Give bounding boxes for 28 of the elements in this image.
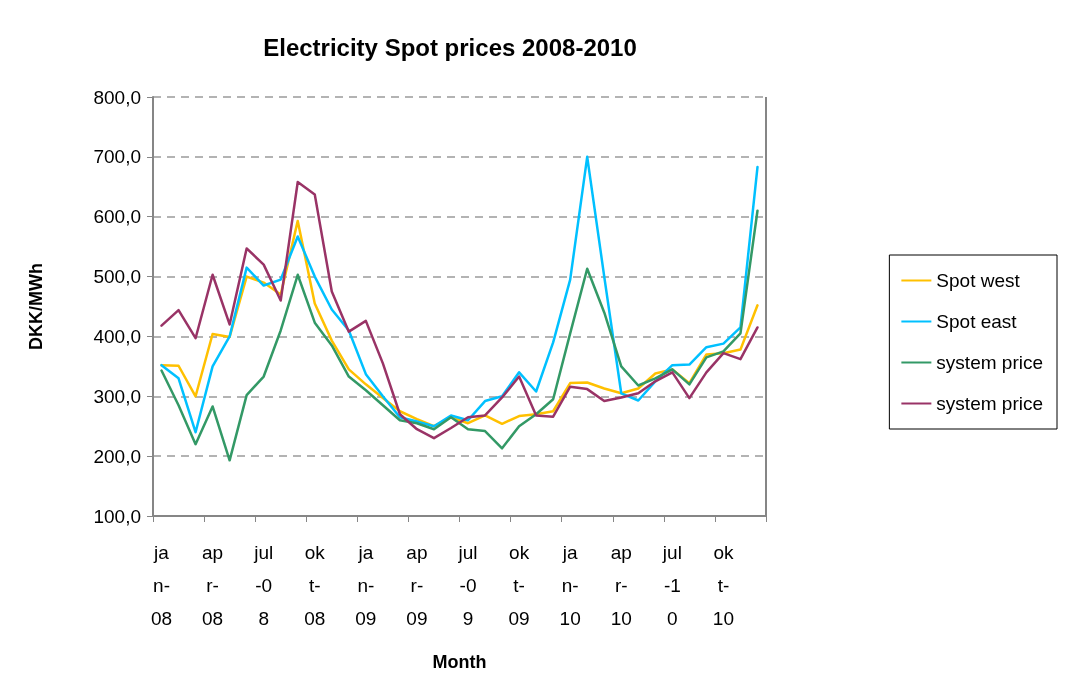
- x-tick-label: jul-09: [457, 542, 478, 629]
- chart-title: Electricity Spot prices 2008-2010: [263, 33, 637, 61]
- y-tick-label: 100,0: [93, 505, 141, 527]
- legend-label: system price: [936, 393, 1044, 414]
- x-tick-label: jan-10: [559, 542, 581, 629]
- legend-label: Spot west: [936, 270, 1021, 291]
- y-tick-label: 400,0: [93, 325, 141, 347]
- y-tick-label: 200,0: [93, 445, 141, 467]
- x-tick-label: jul-10: [661, 542, 682, 629]
- y-tick-label: 700,0: [93, 146, 141, 168]
- y-tick-label: 600,0: [93, 206, 141, 228]
- legend-label: system price: [936, 352, 1044, 373]
- x-tick-label: okt-10: [712, 542, 734, 629]
- x-tick-label: jul-08: [253, 542, 274, 629]
- x-tick-label: apr-09: [406, 542, 428, 629]
- x-axis-title: Month: [432, 652, 487, 672]
- y-tick-label: 800,0: [93, 86, 141, 108]
- x-tick-label: apr-10: [610, 542, 632, 629]
- y-tick-label: 500,0: [93, 266, 141, 288]
- x-tick-label: okt-09: [508, 542, 530, 629]
- line-series: [160, 209, 759, 462]
- x-tick-label: jan-08: [150, 542, 173, 629]
- x-tick-label: okt-08: [304, 542, 326, 629]
- y-axis-title: DKK/MWh: [26, 263, 46, 350]
- y-tick-label: 300,0: [93, 385, 141, 407]
- x-tick-label: apr-08: [202, 542, 224, 629]
- legend-label: Spot east: [936, 311, 1018, 332]
- x-tick-label: jan-09: [355, 542, 377, 629]
